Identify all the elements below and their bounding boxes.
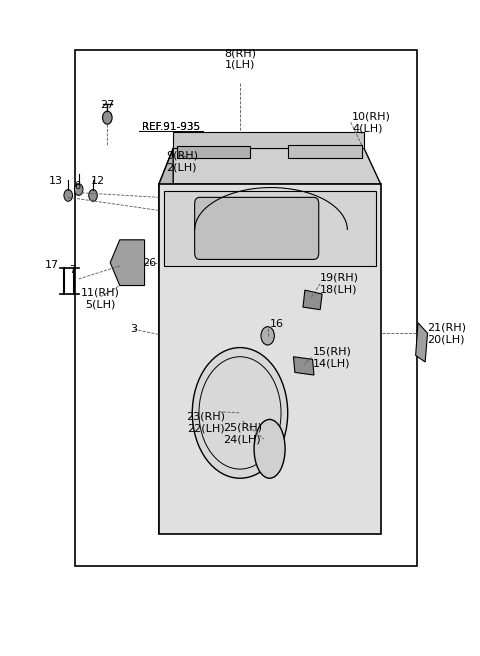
Text: 15(RH)
14(LH): 15(RH) 14(LH) bbox=[312, 346, 351, 368]
Polygon shape bbox=[177, 146, 250, 158]
Polygon shape bbox=[173, 132, 364, 148]
Text: 6: 6 bbox=[74, 180, 80, 191]
Polygon shape bbox=[159, 148, 381, 184]
Text: 16: 16 bbox=[270, 319, 284, 329]
Polygon shape bbox=[159, 148, 173, 534]
Text: 26: 26 bbox=[142, 258, 156, 268]
Circle shape bbox=[261, 327, 275, 345]
Circle shape bbox=[74, 184, 83, 195]
Polygon shape bbox=[164, 191, 376, 266]
Circle shape bbox=[89, 190, 97, 201]
Circle shape bbox=[192, 348, 288, 478]
Text: 3: 3 bbox=[131, 324, 138, 335]
Polygon shape bbox=[416, 323, 428, 362]
Text: 12: 12 bbox=[91, 176, 105, 186]
Polygon shape bbox=[159, 184, 381, 534]
Text: REF.91-935: REF.91-935 bbox=[142, 122, 200, 132]
Circle shape bbox=[64, 190, 72, 201]
Text: 10(RH)
4(LH): 10(RH) 4(LH) bbox=[352, 112, 391, 133]
Text: 17: 17 bbox=[45, 260, 59, 270]
Text: REF.91-935: REF.91-935 bbox=[142, 122, 200, 132]
Text: 25(RH)
24(LH): 25(RH) 24(LH) bbox=[223, 422, 262, 444]
Text: 13: 13 bbox=[48, 176, 62, 186]
Text: 11(RH)
5(LH): 11(RH) 5(LH) bbox=[81, 287, 120, 309]
Text: 8(RH)
1(LH): 8(RH) 1(LH) bbox=[224, 49, 256, 70]
Text: 19(RH)
18(LH): 19(RH) 18(LH) bbox=[320, 273, 359, 295]
Text: 23(RH)
22(LH): 23(RH) 22(LH) bbox=[186, 411, 225, 433]
Ellipse shape bbox=[254, 419, 285, 478]
FancyBboxPatch shape bbox=[195, 197, 319, 259]
Text: 9(RH)
2(LH): 9(RH) 2(LH) bbox=[166, 151, 198, 173]
Circle shape bbox=[103, 111, 112, 124]
Polygon shape bbox=[288, 145, 362, 158]
Polygon shape bbox=[293, 357, 314, 375]
Polygon shape bbox=[110, 240, 144, 285]
Polygon shape bbox=[303, 290, 322, 310]
Text: 27: 27 bbox=[100, 100, 114, 110]
Text: 21(RH)
20(LH): 21(RH) 20(LH) bbox=[427, 323, 466, 344]
Bar bbox=[75, 51, 417, 566]
Text: 7: 7 bbox=[70, 265, 76, 275]
